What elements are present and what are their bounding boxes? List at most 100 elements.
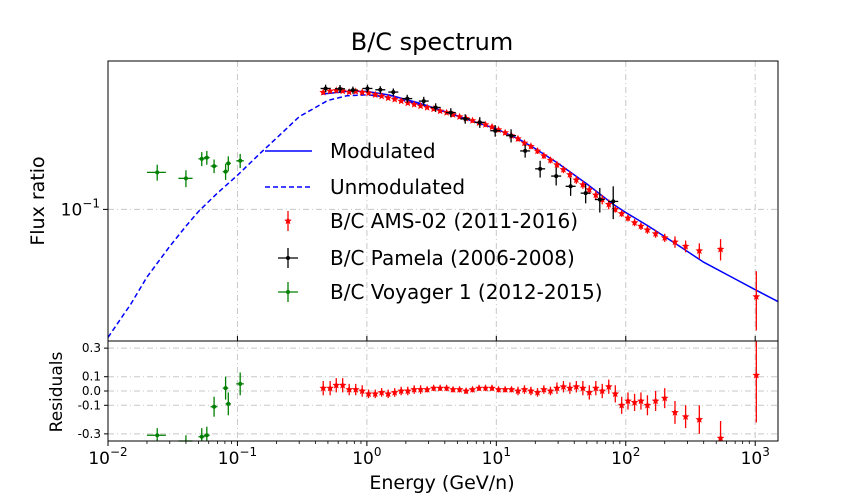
ams02-residual-marker bbox=[546, 387, 555, 395]
ams02-residual-marker bbox=[468, 385, 477, 393]
ams02-residual bbox=[695, 405, 704, 434]
ams02-residual-marker bbox=[527, 387, 535, 395]
ams02-point bbox=[579, 180, 587, 189]
ams02-point bbox=[410, 100, 418, 108]
ams02-point bbox=[449, 110, 457, 118]
pamela-marker bbox=[493, 128, 498, 133]
ams02-residual bbox=[630, 393, 639, 411]
ams02-point bbox=[455, 112, 464, 120]
ams02-residual bbox=[637, 392, 645, 410]
voyager1-residual-marker bbox=[199, 434, 204, 439]
ams02-marker bbox=[332, 86, 341, 94]
ams02-point bbox=[468, 116, 477, 124]
voyager1-residual-marker bbox=[223, 386, 228, 391]
ams02-point bbox=[637, 222, 645, 230]
ams02-residual bbox=[514, 386, 522, 396]
ams02-residual-marker bbox=[716, 434, 725, 442]
ams02-residual bbox=[752, 341, 761, 423]
ams02-residual-marker bbox=[475, 384, 483, 392]
x-tick-exp: −2 bbox=[110, 445, 128, 459]
pamela-marker bbox=[433, 105, 438, 110]
axis-ticks: 10−2 10−1 100 101 102 10310−10.30.10.0-0.1-0.… bbox=[61, 196, 770, 469]
ams02-residual-marker bbox=[520, 385, 529, 393]
ams02-residual bbox=[651, 391, 660, 411]
ams02-residual-marker bbox=[579, 384, 587, 392]
ams02-residual-marker bbox=[592, 384, 600, 392]
ams02-marker bbox=[572, 175, 581, 184]
voyager1-point bbox=[198, 152, 205, 167]
legend-swatch-dot bbox=[286, 290, 290, 294]
ams02-marker bbox=[605, 200, 613, 208]
ams02-residual bbox=[332, 378, 341, 393]
ams02-residual bbox=[660, 388, 669, 409]
ams02-marker bbox=[617, 209, 626, 217]
ams02-residual-marker bbox=[660, 394, 669, 402]
residual-tick-label: 0.0 bbox=[82, 384, 101, 398]
ams02-residual bbox=[533, 388, 542, 397]
ams02-point bbox=[651, 229, 660, 238]
ams02-residual bbox=[585, 385, 594, 400]
ams02-residual-marker bbox=[423, 385, 431, 393]
legend-label: Modulated bbox=[330, 139, 436, 163]
ams02-residual bbox=[494, 385, 503, 393]
ams02-residual bbox=[468, 385, 477, 393]
ams02-marker bbox=[423, 103, 431, 111]
ams02-point bbox=[364, 89, 373, 97]
ams02-residual-marker bbox=[553, 384, 561, 392]
x-axis-label: Energy (GeV/n) bbox=[369, 472, 514, 494]
ams02-point bbox=[397, 97, 405, 105]
ams02-residual-marker bbox=[319, 384, 327, 392]
ams02-marker bbox=[371, 90, 379, 98]
ams02-marker bbox=[520, 139, 529, 147]
voyager1-point bbox=[178, 170, 193, 188]
ams02-residual-marker bbox=[507, 385, 516, 393]
x-tick-base: 10 bbox=[218, 449, 240, 469]
ams02-marker bbox=[681, 242, 690, 250]
pamela-point bbox=[551, 167, 562, 186]
ams02-point bbox=[592, 190, 600, 200]
legend-swatch-dot bbox=[286, 256, 290, 260]
ams02-residual-marker bbox=[358, 387, 366, 395]
ams02-point bbox=[716, 239, 725, 261]
ams02-marker bbox=[533, 146, 542, 155]
voyager1-residual bbox=[222, 376, 229, 400]
ams02-marker bbox=[397, 97, 405, 105]
ams02-residual bbox=[319, 381, 327, 396]
voyager1-residual-marker bbox=[155, 433, 160, 438]
x-tick-base: 10 bbox=[352, 449, 374, 469]
x-tick-label: 101 bbox=[482, 445, 511, 469]
ams02-point bbox=[546, 156, 555, 164]
ams02-residual-marker bbox=[338, 381, 347, 389]
ams02-point bbox=[481, 120, 490, 128]
ams02-marker bbox=[416, 101, 425, 110]
pamela-point bbox=[375, 86, 386, 94]
residual-tick-label: -0.3 bbox=[78, 427, 101, 441]
voyager1-point bbox=[203, 150, 210, 165]
pamela-marker bbox=[338, 86, 343, 91]
pamela-marker bbox=[554, 174, 559, 179]
ams02-point bbox=[624, 214, 632, 222]
voyager1-marker bbox=[238, 158, 243, 163]
legend-item: B/C Pamela (2006-2008) bbox=[278, 246, 575, 270]
ams02-point bbox=[371, 90, 379, 98]
pamela-point bbox=[594, 187, 605, 213]
ams02-point bbox=[326, 87, 334, 95]
ams02-residual bbox=[455, 385, 464, 393]
ams02-residual-marker bbox=[566, 384, 574, 392]
ams02-marker bbox=[660, 233, 669, 241]
x-tick-exp: −1 bbox=[239, 445, 257, 459]
ams02-residual bbox=[579, 381, 587, 396]
ams02-point bbox=[643, 225, 652, 234]
ams02-residual-marker bbox=[611, 389, 620, 398]
ams02-point bbox=[572, 175, 581, 184]
ams02-residual bbox=[358, 385, 366, 397]
ams02-residual-marker bbox=[671, 408, 679, 416]
ams02-marker bbox=[364, 89, 373, 97]
ams02-residual-marker bbox=[572, 382, 581, 390]
ams02-marker bbox=[351, 87, 360, 95]
residuals-grid bbox=[108, 341, 778, 441]
voyager1-point bbox=[146, 164, 166, 181]
ams02-residual bbox=[611, 385, 620, 403]
y-tick-label: 10−1 bbox=[61, 196, 100, 220]
ams02-point bbox=[533, 146, 542, 155]
